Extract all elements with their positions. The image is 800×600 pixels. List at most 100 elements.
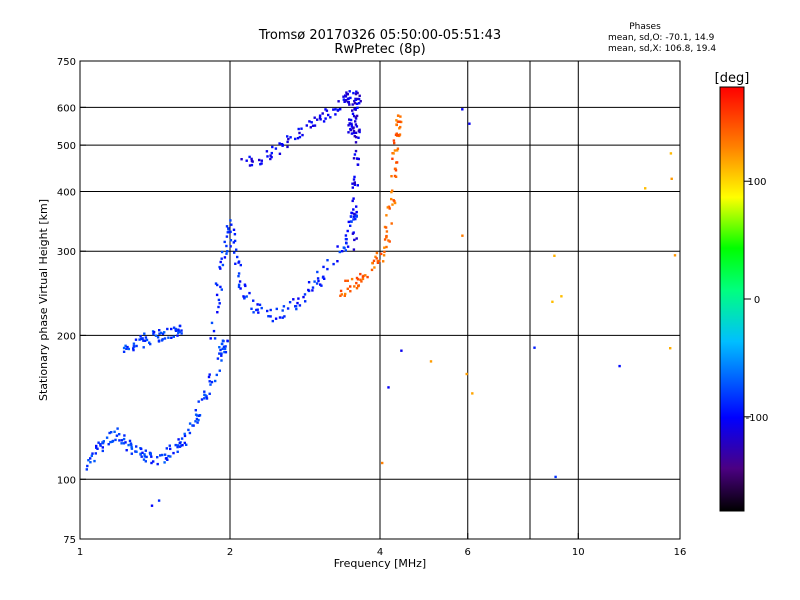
data-point: [205, 397, 209, 400]
data-point: [239, 287, 242, 290]
data-point: [356, 157, 359, 160]
data-point: [350, 122, 353, 125]
data-point: [336, 245, 339, 248]
y-tick-label: 600: [57, 103, 76, 114]
data-point: [395, 119, 398, 122]
data-point: [248, 291, 251, 295]
data-point: [158, 332, 161, 335]
data-point: [288, 301, 292, 304]
data-point: [344, 292, 347, 296]
data-point: [215, 373, 218, 377]
data-point: [355, 276, 359, 280]
data-point: [318, 116, 322, 119]
data-point: [177, 438, 180, 441]
data-point: [352, 197, 355, 200]
data-point: [355, 237, 358, 240]
data-point: [107, 443, 110, 446]
data-point: [320, 284, 323, 287]
data-point: [233, 233, 237, 236]
data-point: [289, 136, 292, 139]
data-point: [302, 295, 305, 299]
data-point: [338, 250, 341, 254]
data-point: [250, 163, 254, 167]
data-point: [334, 108, 337, 111]
data-point: [281, 144, 284, 147]
data-point: [174, 443, 177, 447]
data-point: [144, 336, 148, 339]
data-point: [353, 183, 357, 186]
data-point: [260, 162, 263, 165]
data-point: [233, 239, 237, 243]
data-point: [339, 108, 342, 111]
data-point: [152, 332, 155, 336]
data-point: [351, 186, 354, 189]
data-point: [172, 335, 175, 338]
chart-title: Tromsø 20170326 05:50:00-05:51:43: [258, 28, 502, 43]
data-point: [216, 311, 219, 314]
data-point: [353, 212, 356, 216]
data-point: [352, 129, 356, 133]
data-point: [350, 215, 353, 218]
data-point: [344, 99, 347, 103]
data-point: [346, 287, 349, 290]
data-point: [355, 210, 358, 214]
data-point: [348, 103, 351, 106]
x-tick-label: 6: [465, 547, 471, 558]
data-point: [282, 305, 286, 308]
data-point: [321, 112, 324, 115]
data-point: [229, 239, 233, 242]
data-point: [237, 285, 241, 289]
data-point: [468, 122, 471, 125]
data-point: [337, 108, 340, 111]
y-tick-label: 200: [57, 331, 76, 342]
data-point: [128, 439, 132, 443]
data-point: [218, 302, 221, 305]
data-point: [232, 228, 236, 231]
data-point: [392, 152, 395, 155]
data-point: [352, 208, 355, 211]
data-point: [232, 241, 235, 244]
data-point: [382, 260, 385, 263]
data-point: [93, 459, 96, 463]
x-tick-label: 4: [377, 547, 383, 558]
data-point: [322, 120, 326, 123]
data-point: [325, 109, 329, 112]
data-point: [354, 214, 357, 218]
axis-ticks: 1 2 4 6 10 16 75 100 200 300 400 500 600 750: [57, 57, 686, 558]
data-point: [353, 153, 357, 156]
data-point: [169, 455, 172, 458]
data-point: [145, 455, 148, 459]
colorbar-label: [deg]: [715, 71, 750, 86]
data-point: [393, 201, 397, 205]
data-point: [383, 238, 387, 241]
data-point: [226, 231, 229, 234]
data-point: [141, 337, 144, 340]
data-point: [157, 499, 161, 502]
data-point: [353, 238, 356, 242]
data-point: [380, 252, 383, 256]
data-point: [274, 147, 278, 150]
data-point: [332, 262, 335, 266]
chart-subtitle: RwPretec (8p): [334, 42, 426, 57]
data-point: [351, 103, 354, 106]
data-point: [149, 453, 152, 456]
data-point: [354, 141, 358, 144]
data-point: [390, 197, 393, 201]
data-point: [349, 118, 353, 122]
data-point: [144, 449, 147, 452]
data-point: [376, 261, 380, 264]
data-point: [130, 446, 133, 449]
data-point: [250, 159, 254, 163]
data-point: [124, 441, 127, 444]
data-point: [342, 95, 345, 98]
data-point: [384, 226, 388, 229]
data-point: [132, 342, 136, 345]
data-point: [352, 131, 356, 135]
data-point: [102, 440, 105, 443]
data-point: [159, 331, 163, 335]
x-axis-label: Frequency [MHz]: [334, 557, 426, 570]
data-point: [203, 390, 206, 393]
data-point: [94, 452, 97, 455]
data-point: [270, 151, 273, 155]
x-tick-label: 2: [227, 547, 233, 558]
